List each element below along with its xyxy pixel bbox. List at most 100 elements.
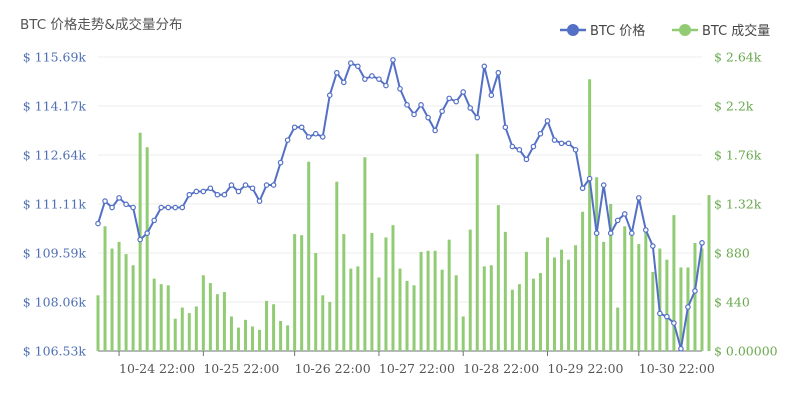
volume-bar[interactable] (637, 244, 641, 351)
price-point[interactable] (650, 243, 656, 249)
volume-bar[interactable] (110, 248, 114, 351)
price-point[interactable] (319, 134, 326, 140)
volume-bar[interactable] (300, 235, 304, 351)
price-point[interactable] (671, 320, 677, 326)
volume-bar[interactable] (391, 225, 395, 351)
volume-bar[interactable] (623, 226, 627, 351)
price-point[interactable] (460, 89, 467, 95)
price-point[interactable] (326, 92, 333, 98)
volume-bar[interactable] (398, 268, 402, 351)
price-point[interactable] (488, 92, 495, 98)
volume-bar[interactable] (461, 316, 465, 351)
price-point[interactable] (151, 217, 157, 224)
price-point[interactable] (411, 111, 417, 118)
price-point[interactable] (390, 57, 396, 63)
price-point[interactable] (544, 118, 551, 124)
price-point[interactable] (221, 191, 228, 198)
volume-bar[interactable] (173, 318, 177, 351)
volume-bar[interactable] (96, 295, 100, 351)
volume-bar[interactable] (321, 295, 325, 351)
price-point[interactable] (305, 134, 312, 140)
volume-bar[interactable] (553, 257, 557, 351)
price-point[interactable] (214, 191, 221, 198)
volume-bar[interactable] (510, 289, 514, 351)
price-point[interactable] (481, 63, 488, 70)
price-point[interactable] (116, 195, 122, 201)
volume-bar[interactable] (363, 157, 367, 351)
volume-bar[interactable] (700, 248, 704, 351)
price-point[interactable] (439, 108, 445, 115)
price-point[interactable] (404, 102, 410, 108)
price-point[interactable] (418, 102, 424, 108)
price-point[interactable] (242, 182, 249, 188)
volume-bar[interactable] (517, 284, 521, 351)
price-point[interactable] (523, 156, 530, 163)
volume-bar[interactable] (595, 177, 599, 351)
price-point[interactable] (628, 230, 635, 237)
volume-bar[interactable] (545, 237, 549, 351)
price-point[interactable] (565, 140, 572, 147)
volume-bar[interactable] (335, 181, 339, 351)
volume-bar[interactable] (567, 259, 571, 351)
volume-bar[interactable] (538, 273, 542, 351)
price-point[interactable] (109, 204, 115, 211)
volume-bar[interactable] (482, 266, 486, 351)
price-point[interactable] (383, 82, 389, 89)
price-point[interactable] (102, 198, 108, 204)
volume-bar[interactable] (602, 241, 606, 351)
volume-bar[interactable] (201, 275, 205, 351)
volume-bar[interactable] (405, 280, 409, 351)
volume-bar[interactable] (581, 211, 585, 351)
volume-bar[interactable] (496, 205, 500, 351)
price-point[interactable] (467, 105, 474, 111)
price-point[interactable] (172, 204, 179, 211)
volume-bar[interactable] (131, 265, 135, 351)
price-point[interactable] (95, 220, 101, 227)
volume-bar[interactable] (616, 307, 620, 351)
volume-bar[interactable] (314, 253, 318, 351)
price-point[interactable] (312, 130, 319, 137)
price-point[interactable] (348, 60, 354, 66)
price-point[interactable] (509, 143, 516, 150)
price-point[interactable] (165, 204, 172, 211)
volume-bar[interactable] (475, 153, 479, 351)
price-point[interactable] (144, 230, 150, 237)
price-point[interactable] (635, 195, 642, 201)
price-point[interactable] (551, 137, 558, 143)
volume-bar[interactable] (328, 302, 332, 351)
volume-bar[interactable] (468, 229, 472, 351)
price-point[interactable] (263, 182, 270, 188)
volume-bar[interactable] (658, 248, 662, 351)
price-point[interactable] (137, 236, 143, 243)
price-point[interactable] (158, 204, 165, 211)
volume-bar[interactable] (279, 320, 283, 351)
volume-bar[interactable] (489, 265, 493, 351)
legend-item-price[interactable]: BTC 价格 (560, 23, 645, 39)
price-point[interactable] (607, 230, 614, 237)
volume-bar[interactable] (215, 294, 219, 351)
volume-bar[interactable] (293, 234, 297, 351)
volume-bar[interactable] (503, 231, 507, 351)
price-point[interactable] (369, 73, 375, 79)
volume-bar[interactable] (644, 229, 648, 351)
price-point[interactable] (495, 69, 502, 76)
volume-bar[interactable] (412, 285, 416, 351)
volume-bar[interactable] (560, 249, 564, 351)
price-point[interactable] (530, 143, 537, 150)
volume-bar[interactable] (384, 237, 388, 351)
price-point[interactable] (341, 79, 347, 86)
volume-bar[interactable] (440, 269, 444, 351)
price-point[interactable] (432, 127, 438, 134)
volume-bar[interactable] (124, 254, 128, 351)
price-point[interactable] (200, 188, 207, 195)
volume-bar[interactable] (679, 267, 683, 351)
price-point[interactable] (284, 137, 291, 143)
volume-bar[interactable] (693, 242, 697, 351)
price-point[interactable] (235, 188, 242, 195)
price-point[interactable] (376, 76, 382, 82)
price-point[interactable] (586, 175, 593, 182)
volume-bar[interactable] (152, 278, 156, 351)
price-point[interactable] (291, 124, 298, 131)
price-point[interactable] (699, 240, 705, 246)
volume-bar[interactable] (454, 275, 458, 351)
